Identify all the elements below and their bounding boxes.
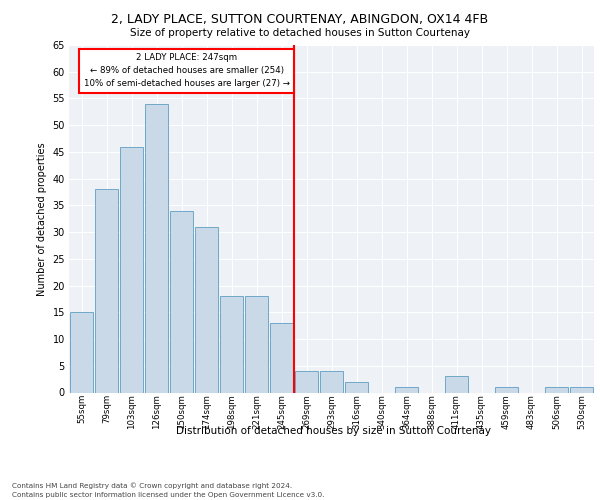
Text: Size of property relative to detached houses in Sutton Courtenay: Size of property relative to detached ho… [130,28,470,38]
Bar [95,190,118,392]
Bar [270,323,293,392]
Text: 2 LADY PLACE: 247sqm
← 89% of detached houses are smaller (254)
10% of semi-deta: 2 LADY PLACE: 247sqm ← 89% of detached h… [83,53,290,88]
Bar [70,312,93,392]
Bar [495,387,518,392]
Bar [295,371,318,392]
Text: Contains HM Land Registry data © Crown copyright and database right 2024.: Contains HM Land Registry data © Crown c… [12,482,292,489]
Bar [545,387,568,392]
Y-axis label: Number of detached properties: Number of detached properties [37,142,47,296]
Bar [445,376,468,392]
Text: 2, LADY PLACE, SUTTON COURTENAY, ABINGDON, OX14 4FB: 2, LADY PLACE, SUTTON COURTENAY, ABINGDO… [112,12,488,26]
Bar [145,104,168,393]
Bar [220,296,243,392]
Text: Distribution of detached houses by size in Sutton Courtenay: Distribution of detached houses by size … [176,426,491,436]
Bar [570,387,593,392]
Bar [245,296,268,392]
Bar [120,146,143,392]
Text: Contains public sector information licensed under the Open Government Licence v3: Contains public sector information licen… [12,492,325,498]
Bar [320,371,343,392]
Bar [170,210,193,392]
Bar [345,382,368,392]
Bar [395,387,418,392]
Bar [195,227,218,392]
